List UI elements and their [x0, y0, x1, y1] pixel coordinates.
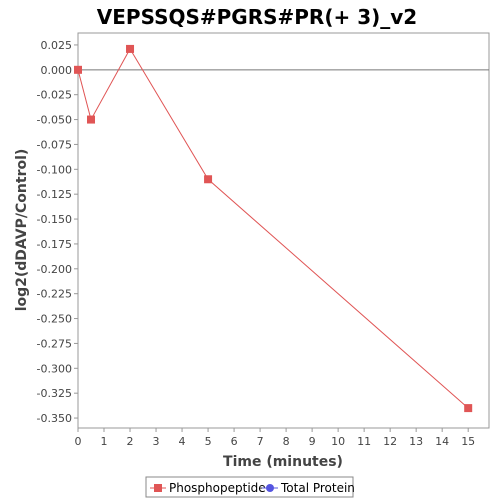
- legend-phosphopeptide-label: Phosphopeptide: [169, 481, 266, 495]
- y-tick-label: -0.300: [37, 362, 72, 375]
- x-tick-label: 12: [383, 435, 397, 448]
- plot-area: [77, 32, 490, 429]
- legend-box: [145, 476, 354, 498]
- y-tick-label: -0.225: [37, 288, 72, 301]
- y-tick-label: -0.125: [37, 188, 72, 201]
- legend: Phosphopeptide Total Protein: [145, 476, 355, 498]
- x-tick-label: 10: [331, 435, 345, 448]
- y-tick-label: -0.025: [37, 89, 72, 102]
- x-axis-label: Time (minutes): [223, 454, 343, 470]
- x-tick-label: 3: [153, 435, 160, 448]
- y-axis-label: log2(dDAVP/Control): [14, 149, 30, 312]
- y-tick-label: -0.050: [37, 114, 72, 127]
- legend-phosphopeptide-marker: [154, 484, 162, 492]
- y-tick-label: -0.250: [37, 313, 72, 326]
- x-tick-label: 11: [357, 435, 371, 448]
- x-tick-label: 7: [257, 435, 264, 448]
- series-layer: [74, 44, 473, 413]
- y-tick-label: -0.150: [37, 213, 72, 226]
- x-tick-label: 14: [435, 435, 449, 448]
- y-tick-label: -0.100: [37, 163, 72, 176]
- data-point: [126, 44, 135, 53]
- y-tick-label: -0.075: [37, 138, 72, 151]
- x-tick-label: 8: [283, 435, 290, 448]
- x-tick-label: 0: [75, 435, 82, 448]
- y-tick-label: 0.025: [41, 39, 73, 52]
- y-tick-label: -0.350: [37, 412, 72, 425]
- y-tick-label: -0.175: [37, 238, 72, 251]
- x-tick-label: 2: [127, 435, 134, 448]
- legend-total-protein-label: Total Protein: [280, 481, 355, 495]
- data-point: [74, 65, 82, 74]
- data-point: [204, 175, 213, 184]
- x-tick-label: 9: [309, 435, 316, 448]
- y-axis: 0.025 0.000 -0.025 -0.050 -0.075 -0.100 -0.125…: [37, 39, 78, 425]
- x-tick-label: 6: [231, 435, 238, 448]
- y-tick-label: -0.325: [37, 387, 72, 400]
- data-point: [464, 404, 473, 413]
- x-tick-label: 13: [409, 435, 423, 448]
- x-axis: 0 1 2 3 4 5 6 7 8 9 10 11 12 13 14 15: [75, 428, 475, 448]
- y-tick-label: -0.200: [37, 263, 72, 276]
- x-tick-label: 1: [101, 435, 108, 448]
- y-tick-label: -0.275: [37, 337, 72, 350]
- x-tick-label: 15: [461, 435, 475, 448]
- y-tick-label: 0.000: [41, 64, 73, 77]
- chart-title: VEPSSQS#PGRS#PR(+ 3)_v2: [97, 5, 417, 29]
- x-tick-label: 4: [179, 435, 186, 448]
- data-point: [87, 115, 96, 124]
- legend-total-protein-marker: [266, 484, 274, 492]
- x-tick-label: 5: [205, 435, 212, 448]
